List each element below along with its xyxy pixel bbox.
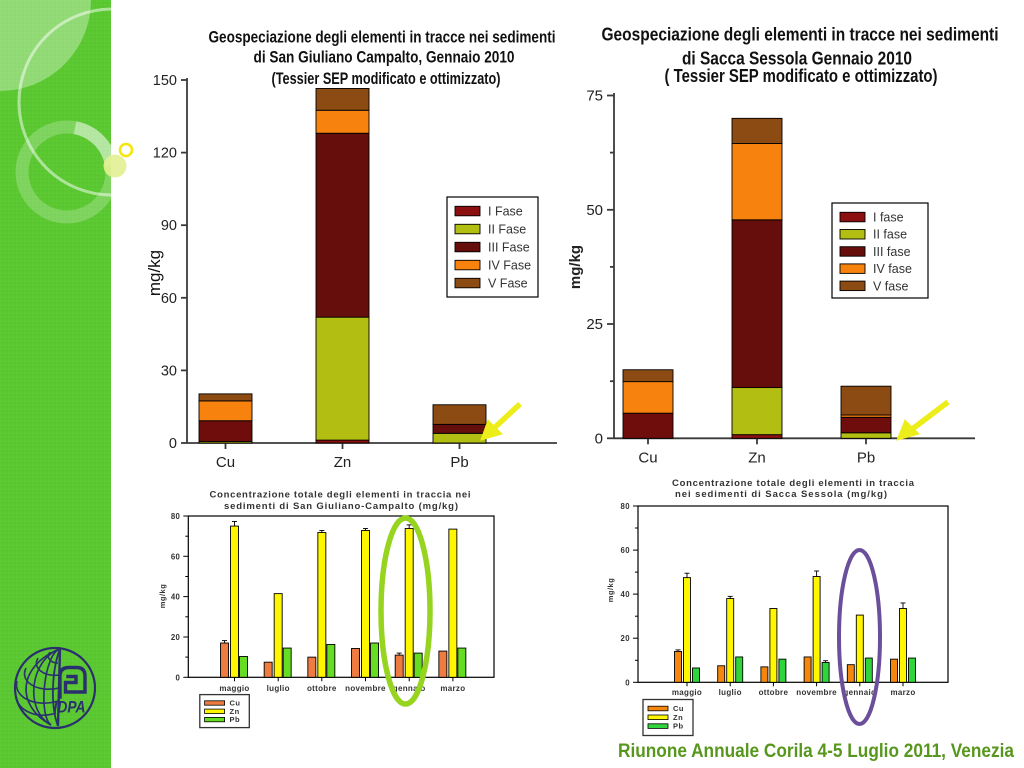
svg-text:40: 40 [621,590,631,599]
svg-text:( Tessier SEP modificato e ott: ( Tessier SEP modificato e ottimizzato) [665,66,938,86]
svg-text:75: 75 [586,88,603,105]
svg-text:maggio: maggio [672,688,702,697]
svg-text:0: 0 [176,673,181,682]
svg-text:Pb: Pb [673,722,684,731]
svg-text:Geospeciazione degli elementi: Geospeciazione degli elementi in tracce … [209,29,556,47]
svg-text:mg/kg: mg/kg [567,245,584,289]
svg-text:V Fase: V Fase [488,277,528,291]
svg-text:IDPA: IDPA [54,698,86,717]
svg-text:ottobre: ottobre [307,684,337,693]
svg-text:III Fase: III Fase [488,241,530,255]
svg-text:Pb: Pb [450,454,468,471]
svg-text:20: 20 [621,634,631,643]
svg-text:sedimenti di San Giuliano-Camp: sedimenti di San Giuliano-Campalto (mg/k… [224,501,458,512]
svg-text:50: 50 [586,202,603,219]
svg-text:novembre: novembre [796,688,837,697]
svg-text:Zn: Zn [334,454,352,471]
svg-text:II fase: II fase [873,228,907,242]
svg-text:80: 80 [171,512,181,521]
svg-text:Concentrazione totale degli el: Concentrazione totale degli elementi in … [672,478,915,489]
svg-text:Zn: Zn [673,713,683,722]
svg-text:novembre: novembre [345,684,386,693]
svg-text:60: 60 [161,291,177,307]
svg-text:(Tessier SEP modificato e otti: (Tessier SEP modificato e ottimizzato) [272,70,501,88]
svg-text:Concentrazione totale degli el: Concentrazione totale degli elementi in … [210,490,471,501]
svg-text:60: 60 [621,546,631,555]
svg-text:25: 25 [586,316,603,333]
svg-text:luglio: luglio [267,684,290,693]
svg-text:marzo: marzo [890,688,915,697]
svg-text:gennaio: gennaio [393,684,426,693]
svg-text:30: 30 [161,363,177,379]
svg-text:mg/kg: mg/kg [606,578,615,603]
svg-text:Cu: Cu [673,704,684,713]
svg-text:II Fase: II Fase [488,223,526,237]
svg-text:Geospeciazione degli elementi: Geospeciazione degli elementi in tracce … [602,25,999,45]
svg-text:Zn: Zn [748,449,766,466]
svg-text:60: 60 [171,552,181,561]
svg-text:luglio: luglio [719,688,742,697]
svg-text:150: 150 [153,73,177,89]
svg-text:nei sedimenti di Sacca Sessola: nei sedimenti di Sacca Sessola (mg/kg) [675,489,887,500]
svg-text:IV fase: IV fase [873,262,912,276]
svg-text:40: 40 [171,593,181,602]
svg-text:Riunone Annuale Corila 4-5 Lug: Riunone Annuale Corila 4-5 Luglio 2011, … [618,740,1014,762]
svg-text:mg/kg: mg/kg [158,584,167,609]
svg-text:Pb: Pb [230,715,241,724]
svg-text:di Sacca Sessola Gennaio 2010: di Sacca Sessola Gennaio 2010 [682,49,912,69]
svg-text:20: 20 [171,633,181,642]
svg-text:ottobre: ottobre [759,688,789,697]
svg-text:I Fase: I Fase [488,205,523,219]
svg-text:Pb: Pb [857,449,875,466]
svg-text:90: 90 [161,218,177,234]
svg-text:maggio: maggio [219,684,249,693]
svg-text:0: 0 [625,678,630,687]
svg-text:gennaio: gennaio [843,688,876,697]
svg-text:di San Giuliano Campalto, Genn: di San Giuliano Campalto, Gennaio 2010 [254,49,515,67]
svg-text:Cu: Cu [638,449,657,466]
svg-text:mg/kg: mg/kg [145,250,164,296]
svg-text:0: 0 [595,430,603,447]
svg-text:Cu: Cu [216,454,235,471]
svg-text:III fase: III fase [873,245,911,259]
svg-text:120: 120 [153,146,177,162]
svg-text:V fase: V fase [873,279,908,293]
svg-text:0: 0 [169,436,177,452]
svg-text:Zn: Zn [230,707,240,716]
svg-text:80: 80 [621,502,631,511]
svg-text:Cu: Cu [230,699,241,708]
svg-text:marzo: marzo [440,684,465,693]
svg-text:IV Fase: IV Fase [488,259,531,273]
svg-text:I fase: I fase [873,211,904,225]
